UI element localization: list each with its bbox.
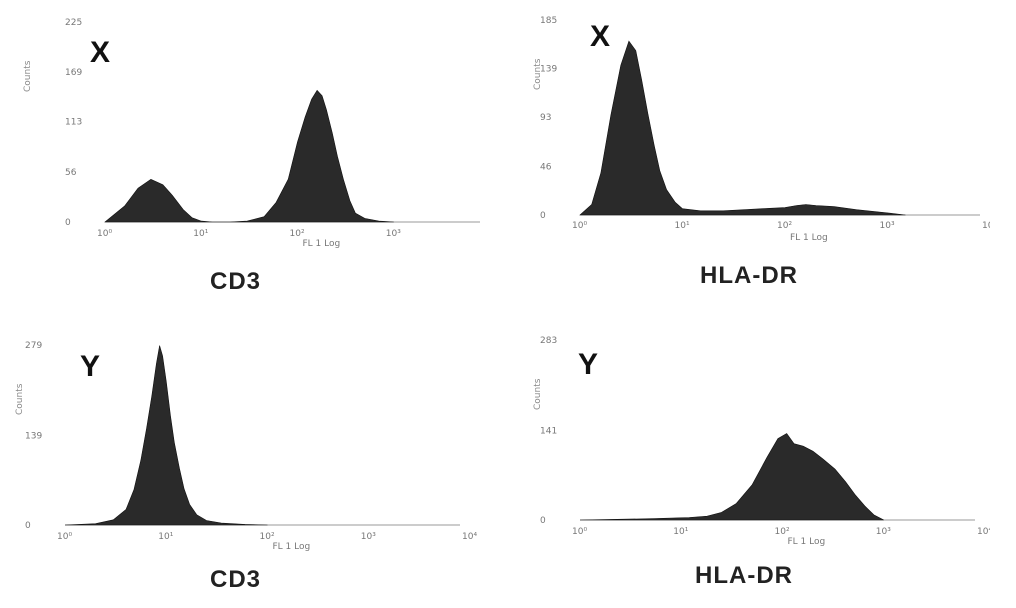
x-tick-label: 10¹ [675, 221, 690, 231]
y-axis-label: Counts [15, 383, 25, 415]
x-tick-label: 10³ [361, 532, 376, 542]
x-tick-label: 10⁴ [462, 532, 477, 542]
y-tick-label: 0 [540, 516, 546, 526]
histogram-panel-x-cd3: 05611316922510⁰10¹10²10³10⁴CountsFL 1 Lo… [10, 0, 480, 295]
x-tick-label: 10¹ [193, 229, 208, 239]
marker-label: HLA-DR [700, 262, 798, 289]
marker-label: CD3 [210, 268, 262, 295]
y-tick-label: 279 [25, 341, 42, 351]
histogram-svg: 0 141 283 10⁰ 10¹ 10² 10³ 10⁴ Counts FL 1 Log [533, 336, 990, 547]
histogram-svg: 0 46 93 139 185 10⁰ 10¹ 10² 10³ 10⁴ Counts FL 1 Log [533, 16, 990, 243]
x-axis-label: FL 1 Log [273, 542, 311, 552]
histogram-series [64, 345, 268, 526]
y-tick-label: 56 [65, 168, 77, 178]
y-tick-label: 93 [540, 113, 551, 123]
histogram-svg: 0 139 279 10⁰ 10¹ 10² 10³ 10⁴ Counts FL 1 Log [15, 341, 477, 552]
histogram-series [104, 89, 394, 223]
marker-label: CD3 [210, 566, 262, 593]
y-tick-label: 46 [540, 163, 552, 173]
y-tick-label: 139 [540, 64, 557, 74]
x-tick-label: 10⁰ [97, 229, 112, 239]
marker-label: HLA-DR [695, 562, 793, 589]
y-tick-label: 113 [65, 118, 82, 128]
histogram-series [579, 433, 884, 521]
y-tick-label: 0 [25, 521, 31, 531]
y-tick-label: 0 [65, 218, 71, 228]
histogram-panel-y-hla-dr: 0 141 283 10⁰ 10¹ 10² 10³ 10⁴ Counts FL 1 Log Y H… [520, 300, 990, 595]
x-tick-label: 10² [260, 532, 275, 542]
y-tick-label: 185 [540, 16, 557, 26]
x-tick-label: 10¹ [158, 532, 173, 542]
y-tick-label: 225 [65, 18, 82, 28]
x-axis-label: FL 1 Log [788, 537, 826, 547]
x-tick-label: 10³ [386, 229, 401, 239]
x-tick-label: 10⁰ [572, 221, 587, 231]
y-axis-label: Counts [23, 60, 33, 92]
panel-label: Y [80, 350, 101, 383]
panel-label: X [90, 36, 111, 69]
x-tick-label: 10² [775, 527, 790, 537]
x-tick-label: 10² [290, 229, 305, 239]
histogram-series [579, 40, 906, 216]
histogram-svg: 05611316922510⁰10¹10²10³10⁴CountsFL 1 Lo… [23, 18, 480, 249]
x-tick-label: 10¹ [673, 527, 688, 537]
x-tick-label: 10⁰ [572, 527, 587, 537]
x-tick-label: 10⁴ [982, 221, 990, 231]
y-tick-label: 141 [540, 426, 557, 436]
x-tick-label: 10³ [876, 527, 891, 537]
histogram-panel-x-hla-dr: 0 46 93 139 185 10⁰ 10¹ 10² 10³ 10⁴ Counts FL 1 Log… [520, 0, 990, 295]
x-tick-label: 10² [777, 221, 792, 231]
y-tick-label: 169 [65, 68, 82, 78]
x-tick-label: 10⁰ [57, 532, 72, 542]
x-axis-label: FL 1 Log [303, 239, 341, 249]
histogram-panel-y-cd3: 0 139 279 10⁰ 10¹ 10² 10³ 10⁴ Counts FL 1 Log Y C… [10, 300, 480, 595]
x-tick-label: 10⁴ [977, 527, 990, 537]
panel-label: X [590, 20, 611, 53]
panel-label: Y [578, 348, 599, 381]
y-axis-label: Counts [533, 58, 543, 90]
y-tick-label: 283 [540, 336, 557, 346]
x-axis-label: FL 1 Log [790, 233, 828, 243]
x-tick-label: 10³ [880, 221, 895, 231]
y-tick-label: 139 [25, 431, 42, 441]
y-tick-label: 0 [540, 211, 546, 221]
y-axis-label: Counts [533, 378, 543, 410]
